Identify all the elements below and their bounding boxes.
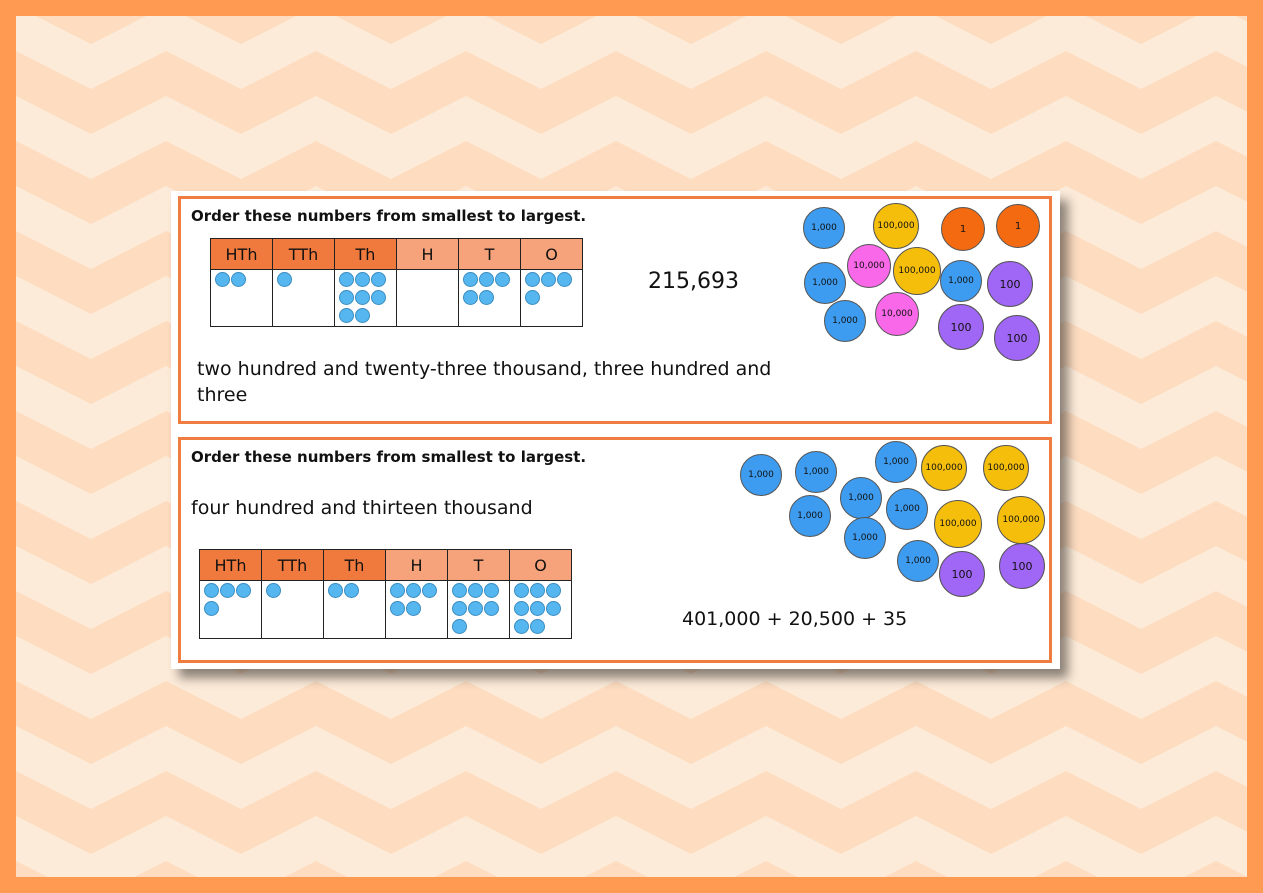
counters-t bbox=[447, 580, 510, 639]
header-tth: TTh bbox=[272, 238, 335, 270]
question-2-panel: Order these numbers from smallest to lar… bbox=[178, 437, 1052, 663]
number-in-words: four hundred and thirteen thousand bbox=[191, 497, 533, 519]
coin-100: 100 bbox=[938, 304, 984, 350]
coin-100000: 100,000 bbox=[997, 496, 1045, 544]
counters-tth bbox=[261, 580, 324, 639]
coin-1000: 1,000 bbox=[804, 262, 846, 304]
coin-10000: 10,000 bbox=[875, 292, 919, 336]
counters-t bbox=[458, 269, 521, 327]
coin-100000: 100,000 bbox=[934, 500, 982, 548]
header-hth: HTh bbox=[210, 238, 273, 270]
header-t: T bbox=[447, 549, 510, 581]
counters-hth bbox=[210, 269, 273, 327]
counters-o bbox=[520, 269, 583, 327]
counters-th bbox=[323, 580, 386, 639]
header-hth: HTh bbox=[199, 549, 262, 581]
coin-10000: 10,000 bbox=[847, 244, 891, 288]
counters-tth bbox=[272, 269, 335, 327]
coin-1000: 1,000 bbox=[795, 451, 837, 493]
header-th: Th bbox=[323, 549, 386, 581]
coin-100000: 100,000 bbox=[893, 247, 941, 295]
header-t: T bbox=[458, 238, 521, 270]
header-h: H bbox=[385, 549, 448, 581]
header-th: Th bbox=[334, 238, 397, 270]
counters-h bbox=[385, 580, 448, 639]
place-value-chart-1: HTh TTh Th H T O bbox=[210, 238, 583, 327]
coin-1000: 1,000 bbox=[844, 517, 886, 559]
coin-100: 100 bbox=[987, 261, 1033, 307]
coin-1000: 1,000 bbox=[824, 300, 866, 342]
header-h: H bbox=[396, 238, 459, 270]
place-value-chart-2: HTh TTh Th H T O bbox=[199, 549, 572, 639]
coin-100000: 100,000 bbox=[921, 445, 967, 491]
counters-o bbox=[509, 580, 572, 639]
coin-100: 100 bbox=[939, 551, 985, 597]
header-o: O bbox=[509, 549, 572, 581]
worksheet-card: Order these numbers from smallest to lar… bbox=[171, 191, 1060, 669]
coin-1000: 1,000 bbox=[875, 441, 917, 483]
question-1-heading: Order these numbers from smallest to lar… bbox=[191, 207, 587, 225]
question-2-heading: Order these numbers from smallest to lar… bbox=[191, 448, 587, 466]
coin-1000: 1,000 bbox=[803, 207, 845, 249]
coin-1000: 1,000 bbox=[886, 488, 928, 530]
coin-1000: 1,000 bbox=[740, 454, 782, 496]
coin-100000: 100,000 bbox=[873, 203, 919, 249]
header-tth: TTh bbox=[261, 549, 324, 581]
coin-1000: 1,000 bbox=[940, 260, 982, 302]
coin-1000: 1,000 bbox=[840, 477, 882, 519]
coin-1000: 1,000 bbox=[789, 495, 831, 537]
number-in-words: two hundred and twenty-three thousand, t… bbox=[197, 358, 772, 406]
coin-1: 1 bbox=[941, 207, 985, 251]
header-o: O bbox=[520, 238, 583, 270]
coin-100: 100 bbox=[994, 315, 1040, 361]
coin-1: 1 bbox=[996, 204, 1040, 248]
question-1-panel: Order these numbers from smallest to lar… bbox=[178, 196, 1052, 424]
expanded-expression: 401,000 + 20,500 + 35 bbox=[682, 608, 908, 630]
counters-h bbox=[396, 269, 459, 327]
counters-th bbox=[334, 269, 397, 327]
counters-hth bbox=[199, 580, 262, 639]
coin-100: 100 bbox=[999, 543, 1045, 589]
coin-1000: 1,000 bbox=[897, 540, 939, 582]
numeral-number: 215,693 bbox=[648, 269, 739, 294]
coin-100000: 100,000 bbox=[983, 445, 1029, 491]
